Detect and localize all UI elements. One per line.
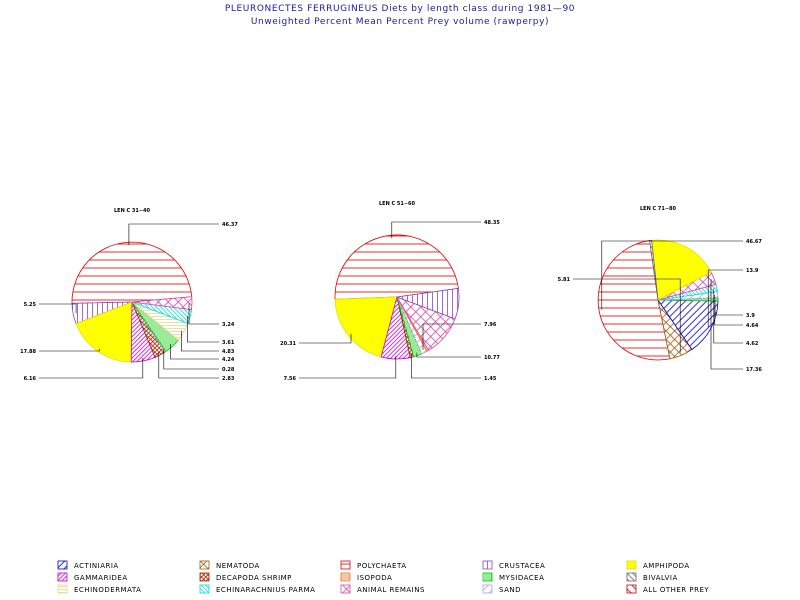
leader-line (181, 330, 219, 352)
slice-value-label: 7.56 (284, 376, 297, 382)
leader-line (714, 294, 743, 326)
slice-value-label: 1.45 (484, 376, 497, 382)
leader-line (39, 303, 77, 314)
legend-label-nematoda: NEMATODA (216, 562, 260, 570)
slice-value-label: 4.64 (746, 323, 759, 329)
pie-group-label: LEN C 31−40 (114, 208, 151, 214)
pie-slice-polychaeta (334, 234, 459, 300)
chart-title: PLEURONECTES FERRUGINEUS Diets by length… (224, 4, 576, 14)
legend-swatch-gammaridea (57, 572, 68, 582)
slice-value-label: 20.31 (280, 341, 296, 347)
slice-value-label: 4.62 (746, 341, 759, 347)
legend-swatch-crustacea (482, 560, 493, 570)
legend-swatch-isopoda (340, 572, 351, 582)
pie-slice-amphipoda (651, 239, 712, 301)
pie-slice-amphipoda (334, 296, 398, 358)
leader-line (422, 323, 481, 350)
legend-label-amphipoda: AMPHIPODA (643, 562, 690, 570)
leader-line (707, 269, 743, 327)
legend-swatch-decapoda_shrimp (199, 572, 210, 582)
legend-label-polychaeta: POLYCHAETA (357, 562, 406, 570)
leader-line (128, 223, 219, 246)
legend-label-bivalvia: BIVALVIA (643, 574, 678, 582)
leader-line (299, 333, 352, 344)
slice-value-label: 10.77 (484, 355, 500, 361)
legend-label-animal_remains: ANIMAL REMAINS (357, 586, 425, 594)
legend-label-echinodermata: ECHINODERMATA (74, 586, 141, 594)
legend-label-echinarachnius_parma: ECHINARACHNIUS PARMA (216, 586, 315, 594)
pie-chart-2: LEN C 51−60 48.35 20.31 7.56 1.45 10.77 7.96 (280, 201, 500, 382)
slice-value-label: 4.83 (222, 349, 235, 355)
leader-line (714, 299, 743, 316)
leader-line (39, 358, 144, 379)
pie-slice-polychaeta (597, 240, 671, 361)
slice-value-label: 6.16 (24, 376, 37, 382)
slice-value-label: 17.36 (746, 367, 762, 373)
legend-label-sand: SAND (499, 586, 521, 594)
slice-value-label: 46.67 (746, 239, 762, 245)
legend-swatch-animal_remains (340, 584, 351, 594)
legend-swatch-amphipoda (626, 560, 637, 570)
legend-label-all_other_prey: ALL OTHER PREY (643, 586, 709, 594)
leader-line (158, 352, 219, 379)
legend-swatch-all_other_prey (626, 584, 637, 594)
slice-value-label: 13.9 (746, 268, 759, 274)
legend-swatch-bivalvia (626, 572, 637, 582)
slice-value-label: 3.61 (222, 340, 235, 346)
leader-line (188, 303, 219, 325)
legend-swatch-echinarachnius_parma (199, 584, 210, 594)
legend-label-decapoda_shrimp: DECAPODA SHRIMP (216, 574, 292, 582)
pie-group-label: LEN C 51−60 (379, 201, 416, 207)
pie-slice-bivalvia (649, 239, 659, 301)
legend: ACTINIARIA NEMATODA POLYCHAETA CRUSTACEA AMP… (57, 560, 709, 594)
pie-slice-crustacea (396, 287, 460, 320)
legend-swatch-nematoda (199, 560, 210, 570)
slice-value-label: 7.96 (484, 322, 497, 328)
leader-line (410, 354, 481, 379)
legend-label-actiniaria: ACTINIARIA (74, 562, 119, 570)
slice-value-label: 0.28 (222, 367, 235, 373)
leader-line (416, 352, 481, 358)
pie-chart-3: LEN C 71−80 46.67 5.81 13.9 3.9 4.64 4.62 17.36 (558, 206, 763, 373)
leader-line (713, 288, 743, 344)
legend-swatch-polychaeta (340, 560, 351, 570)
legend-swatch-mysidacea (482, 572, 493, 582)
pie-chart-1: LEN C 31−40 46.37 5.25 17.88 6.16 2.83 0.28 4.2… (20, 208, 238, 382)
slice-value-label: 46.37 (222, 222, 238, 228)
leader-line (39, 348, 100, 352)
leader-line (710, 279, 743, 370)
slice-value-label: 2.83 (222, 376, 235, 382)
legend-swatch-echinodermata (57, 584, 68, 594)
slice-value-label: 4.24 (222, 357, 235, 363)
slice-value-label: 3.24 (222, 322, 235, 328)
slice-value-label: 5.81 (558, 277, 571, 283)
chart-subtitle: Unweighted Percent Mean Percent Prey vol… (250, 17, 550, 27)
legend-swatch-sand (482, 584, 493, 594)
pie-group-label: LEN C 71−80 (640, 206, 677, 212)
legend-label-isopoda: ISOPODA (357, 574, 392, 582)
leader-line (573, 278, 681, 353)
pie-slice-polychaeta (71, 241, 193, 304)
legend-label-crustacea: CRUSTACEA (499, 562, 545, 570)
legend-label-gammaridea: GAMMARIDEA (74, 574, 128, 582)
leader-line (163, 349, 219, 370)
slice-value-label: 5.25 (24, 302, 37, 308)
leader-line (187, 316, 219, 343)
leader-line (299, 355, 397, 379)
slice-value-label: 3.9 (746, 313, 755, 319)
leader-line (601, 240, 743, 310)
legend-swatch-actiniaria (57, 560, 68, 570)
leader-line (391, 221, 481, 239)
leader-line (170, 344, 219, 360)
slice-value-label: 17.88 (20, 349, 36, 355)
pie-slice-animal_remains (131, 296, 193, 311)
slice-value-label: 48.35 (484, 220, 500, 226)
legend-label-mysidacea: MYSIDACEA (499, 574, 544, 582)
